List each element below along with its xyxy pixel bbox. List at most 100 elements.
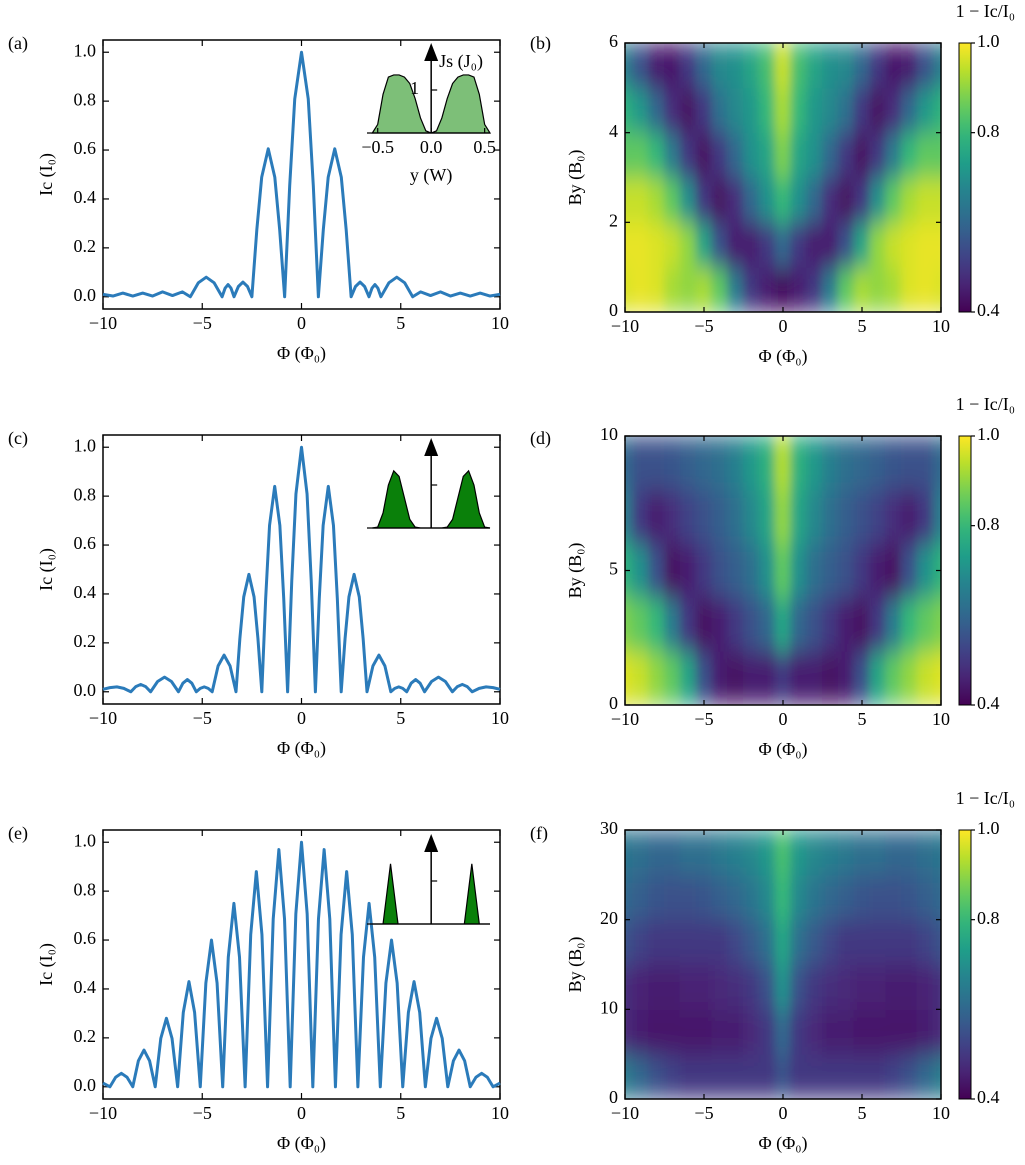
heat-cell bbox=[695, 177, 713, 223]
heat-cell bbox=[679, 489, 697, 545]
heat-cell bbox=[822, 650, 839, 705]
heat-cell bbox=[790, 650, 808, 705]
heat-cell bbox=[695, 489, 713, 545]
heat-cell bbox=[916, 132, 934, 178]
heat-cell bbox=[885, 43, 902, 89]
heat-cell bbox=[885, 132, 902, 178]
x-tick-label: 0 bbox=[297, 1103, 306, 1123]
heat-cell bbox=[664, 221, 681, 268]
heat-cell bbox=[774, 221, 792, 268]
heat-cell bbox=[932, 87, 941, 134]
heat-cell bbox=[679, 132, 697, 178]
colorbar-label: 1 − Ic/I₀ bbox=[956, 1, 1015, 21]
heat-cell bbox=[679, 1053, 697, 1099]
heat-cell bbox=[774, 919, 792, 965]
heat-cell bbox=[837, 132, 855, 178]
heat-cell bbox=[885, 650, 902, 705]
y-tick-label: 0.8 bbox=[74, 89, 97, 109]
heat-cell bbox=[916, 543, 934, 598]
heat-cell bbox=[648, 543, 665, 598]
heat-cell bbox=[790, 436, 808, 491]
heat-cell bbox=[625, 436, 634, 491]
heatmap-cells bbox=[625, 436, 941, 705]
y-tick-label: 0.8 bbox=[74, 484, 97, 504]
heatmap bbox=[625, 830, 941, 1099]
x-tick-label: 10 bbox=[491, 1103, 509, 1123]
heat-cell bbox=[869, 436, 887, 491]
y-tick-label: 0.2 bbox=[74, 236, 97, 256]
heat-cell bbox=[727, 266, 744, 312]
y-tick-label: 30 bbox=[600, 818, 618, 838]
heat-cell bbox=[853, 436, 871, 491]
x-tick-label: 5 bbox=[858, 1103, 867, 1123]
heat-cell bbox=[869, 1008, 887, 1055]
heatmap-cells bbox=[625, 43, 941, 312]
heat-cell bbox=[743, 830, 760, 876]
heat-cell bbox=[632, 830, 650, 876]
heat-cell bbox=[837, 87, 855, 134]
heat-cell bbox=[711, 650, 729, 705]
heat-cell bbox=[695, 874, 713, 921]
heat-cell bbox=[885, 436, 902, 491]
x-tick-label: −5 bbox=[694, 709, 713, 729]
colorbar-tick-label: 0.8 bbox=[977, 514, 1000, 534]
heat-cell bbox=[758, 87, 776, 134]
heat-cell bbox=[695, 1053, 713, 1099]
heat-cell bbox=[853, 489, 871, 545]
heat-cell bbox=[901, 830, 918, 876]
heat-cell bbox=[632, 489, 650, 545]
heat-cell bbox=[774, 596, 792, 652]
heat-cell bbox=[727, 830, 744, 876]
heat-cell bbox=[837, 543, 855, 598]
heat-cell bbox=[901, 177, 918, 223]
heat-cell bbox=[679, 964, 697, 1010]
heat-cell bbox=[885, 266, 902, 312]
heat-cell bbox=[790, 830, 808, 876]
heat-cell bbox=[679, 919, 697, 965]
plot-frame bbox=[102, 829, 501, 1100]
heat-cell bbox=[648, 436, 665, 491]
heat-cell bbox=[625, 874, 634, 921]
heat-cell bbox=[664, 43, 681, 89]
heat-cell bbox=[790, 221, 808, 268]
heatmap bbox=[625, 436, 941, 705]
colorbar bbox=[958, 829, 972, 1100]
heat-cell bbox=[885, 177, 902, 223]
heat-cell bbox=[916, 650, 934, 705]
y-tick-label: 0.4 bbox=[74, 187, 97, 207]
heat-cell bbox=[869, 596, 887, 652]
x-tick-label: 0 bbox=[297, 313, 306, 333]
heat-cell bbox=[853, 1008, 871, 1055]
heat-cell bbox=[916, 221, 934, 268]
heat-cell bbox=[679, 596, 697, 652]
heat-cell bbox=[869, 830, 887, 876]
heat-cell bbox=[648, 964, 665, 1010]
y-axis-label: By (B₀) bbox=[565, 937, 586, 993]
x-tick-label: 10 bbox=[932, 1103, 950, 1123]
heat-cell bbox=[711, 436, 729, 491]
heat-cell bbox=[885, 221, 902, 268]
heat-cell bbox=[648, 874, 665, 921]
y-tick-label: 0.6 bbox=[74, 533, 97, 553]
heat-cell bbox=[916, 1053, 934, 1099]
panel-label: (f) bbox=[530, 823, 548, 844]
heat-cell bbox=[853, 830, 871, 876]
heat-cell bbox=[648, 1008, 665, 1055]
heat-cell bbox=[679, 87, 697, 134]
heat-cell bbox=[625, 177, 634, 223]
heat-cell bbox=[625, 1008, 634, 1055]
heat-cell bbox=[711, 964, 729, 1010]
x-tick-label: 10 bbox=[491, 708, 509, 728]
heat-cell bbox=[853, 964, 871, 1010]
y-tick-label: 20 bbox=[600, 908, 618, 928]
heat-cell bbox=[727, 1008, 744, 1055]
heat-cell bbox=[869, 221, 887, 268]
heat-cell bbox=[932, 650, 941, 705]
profile-area bbox=[371, 74, 492, 134]
heat-cell bbox=[664, 266, 681, 312]
data-line bbox=[102, 840, 501, 1089]
heat-cell bbox=[625, 489, 634, 545]
heat-cell bbox=[901, 543, 918, 598]
heat-cell bbox=[822, 830, 839, 876]
